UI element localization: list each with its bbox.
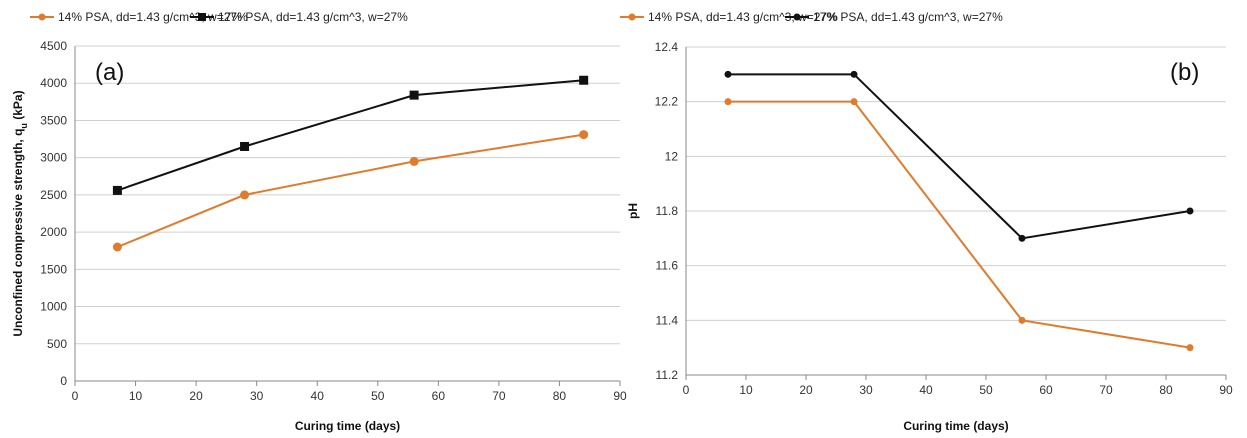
x-tick-label: 20 [799,383,813,397]
legend-label: 14% PSA, dd=1.43 g/cm^3, w=27% [648,10,838,24]
x-axis-title: Curing time (days) [295,419,400,433]
data-point [1018,234,1026,242]
x-tick-label: 50 [979,383,993,397]
data-point [850,98,858,106]
y-tick-label: 11.8 [656,204,679,218]
y-axis-title: pH [626,203,640,219]
y-tick-label: 1000 [40,300,67,314]
x-tick-label: 40 [919,383,933,397]
series-line [728,100,1191,349]
series-line [728,73,1191,240]
y-tick-label: 4000 [40,76,67,90]
x-tick-label: 90 [1219,383,1233,397]
legend-entry: 17% PSA, dd=1.43 g/cm^3, w=27% [190,10,408,24]
data-point [1186,344,1194,352]
panel-label: (b) [1170,59,1199,86]
y-tick-label: 4500 [40,39,67,53]
data-point [850,70,858,78]
series-1 [724,98,1194,352]
x-tick-label: 90 [613,389,627,403]
panel-label: (a) [95,59,124,86]
y-tick-label: 2500 [40,188,67,202]
legend-marker [198,13,206,21]
data-point [724,98,732,106]
y-tick-label: 3500 [40,113,67,127]
series-line [117,133,584,248]
data-point [240,142,250,151]
x-axis-title: Curing time (days) [903,419,1008,433]
y-tick-label: 11.6 [656,259,679,273]
x-tick-label: 70 [492,389,506,403]
y-tick-label: 11.2 [656,368,679,382]
y-axis-title: Unconfined compressive strength, qu (kPa… [11,90,29,336]
data-point [1186,207,1194,215]
legend-entry: 17% PSA, dd=1.43 g/cm^3, w=27% [785,10,1003,24]
legend-entry: 14% PSA, dd=1.43 g/cm^3, w=27% [30,10,248,24]
x-tick-label: 10 [129,389,143,403]
y-tick-label: 2000 [40,225,67,239]
chart-panel-a: 0 500 1000 1500 2000 2500 3000 3500 4000 4500 0 10 2… [11,10,627,433]
data-point [240,190,250,200]
y-tick-label: 3000 [40,151,67,165]
data-point [724,70,732,78]
legend-label: 17% PSA, dd=1.43 g/cm^3, w=27% [218,10,408,24]
chart-panel-b: 11.2 11.4 11.6 11.8 12 12.2 12.4 0 10 20 30 40 50 60 7… [620,10,1233,433]
x-tick-label: 30 [859,383,873,397]
y-tick-label: 12 [665,149,679,163]
x-tick-label: 60 [432,389,446,403]
x-tick-label: 30 [250,389,264,403]
x-tick-label: 80 [553,389,567,403]
y-tick-label: 12.2 [655,95,679,109]
data-point [409,90,419,100]
data-point [112,185,122,195]
series-line [117,79,584,192]
legend-marker [793,13,801,21]
data-point [579,130,589,140]
legend-marker [628,13,636,21]
legend-label: 17% PSA, dd=1.43 g/cm^3, w=27% [813,10,1003,24]
y-tick-label: 12.4 [655,40,679,54]
x-tick-label: 60 [1039,383,1053,397]
data-point [579,75,589,85]
series-1 [112,130,589,252]
y-tick-label: 11.4 [656,313,679,327]
data-point [409,156,419,166]
x-tick-label: 0 [683,383,690,397]
y-tick-label: 1500 [40,262,67,276]
y-tick-label: 0 [60,374,67,388]
x-tick-label: 10 [739,383,753,397]
x-tick-label: 40 [311,389,325,403]
legend-marker [38,13,46,21]
x-tick-label: 20 [189,389,203,403]
series-2 [724,70,1194,242]
data-point [1018,316,1026,324]
x-tick-label: 0 [72,389,79,403]
x-tick-label: 70 [1099,383,1113,397]
x-tick-label: 80 [1159,383,1173,397]
y-tick-label: 500 [47,337,67,351]
x-tick-label: 50 [371,389,385,403]
data-point [112,242,122,252]
series-2 [112,75,589,195]
legend-entry: 14% PSA, dd=1.43 g/cm^3, w=27% [620,10,838,24]
